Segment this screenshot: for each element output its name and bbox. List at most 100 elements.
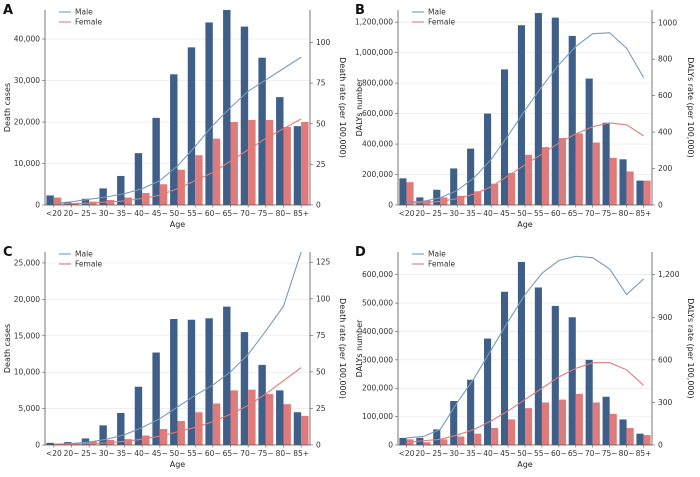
bar-male <box>619 419 627 445</box>
bar-female <box>106 200 115 205</box>
bar-female <box>423 442 431 445</box>
legend-male-label: Male <box>75 250 93 259</box>
bar-female <box>508 173 516 205</box>
panel-letter: A <box>3 3 13 18</box>
y2-tick-label: 900 <box>658 313 673 322</box>
x-tick-label: 80~ <box>619 209 635 218</box>
x-tick-label: 60~ <box>205 449 221 458</box>
bar-male <box>484 113 492 205</box>
bar-male <box>81 198 90 205</box>
y2-tick-label: 25 <box>316 404 326 413</box>
x-tick-label: 70~ <box>585 449 601 458</box>
x-tick-label: 25~ <box>432 209 448 218</box>
x-tick-label: 65~ <box>568 449 584 458</box>
x-tick-label: 40~ <box>483 209 499 218</box>
bar-male <box>205 22 213 205</box>
x-tick-label: 70~ <box>240 449 256 458</box>
x-tick-label: 65~ <box>223 209 239 218</box>
bar-male <box>568 317 576 445</box>
x-tick-label: <20 <box>399 449 415 458</box>
x-axis-title: Age <box>170 220 186 229</box>
bar-male <box>117 175 125 205</box>
bar-male <box>187 319 196 445</box>
y-tick-label: 0 <box>388 201 393 210</box>
x-tick-label: <20 <box>46 209 62 218</box>
bar-male <box>240 26 249 205</box>
y2-tick-label: 75 <box>316 79 326 88</box>
y-tick-label: 400,000 <box>362 140 393 149</box>
x-tick-label: 50~ <box>517 209 533 218</box>
bar-male <box>152 117 160 205</box>
legend-male-label: Male <box>428 250 446 259</box>
y2-axis-title: Death rate (per 100,000) <box>338 298 347 399</box>
y2-tick-label: 100 <box>316 38 331 47</box>
x-tick-label: 75~ <box>258 449 274 458</box>
x-tick-label: 60~ <box>551 209 567 218</box>
x-tick-label: 35~ <box>117 449 133 458</box>
bar-female <box>558 137 566 205</box>
bar-male <box>223 306 231 445</box>
bar-female <box>283 404 291 445</box>
y-tick-label: 400,000 <box>362 327 393 336</box>
bar-male <box>152 352 160 445</box>
bar-male <box>134 386 143 445</box>
bar-male <box>134 153 143 205</box>
bar-male <box>484 338 492 445</box>
bar-male <box>170 319 178 445</box>
y-tick-label: 10,000 <box>14 159 40 168</box>
x-tick-label: 20~ <box>415 209 431 218</box>
line-female-rate <box>406 362 644 443</box>
bar-female <box>643 180 651 205</box>
bar-female <box>212 403 221 445</box>
x-tick-label: 85+ <box>636 449 652 458</box>
bar-female <box>440 439 448 445</box>
y2-tick-label: 0 <box>316 201 321 210</box>
panel-letter: D <box>355 245 366 260</box>
x-tick-label: 30~ <box>99 449 115 458</box>
y-tick-label: 20,000 <box>14 295 40 304</box>
line-female-rate <box>53 118 302 205</box>
x-tick-label: 45~ <box>500 209 516 218</box>
x-axis-title: Age <box>517 460 533 469</box>
y-tick-label: 500,000 <box>362 299 393 308</box>
bar-female <box>301 122 309 205</box>
line-male-rate <box>406 32 645 203</box>
bar-female <box>53 197 62 205</box>
bar-male <box>293 412 302 445</box>
bar-female <box>474 433 482 445</box>
bar-female <box>575 393 583 445</box>
x-tick-label: 75~ <box>602 449 618 458</box>
y2-tick-label: 1,200 <box>658 270 680 279</box>
bar-female <box>248 119 256 205</box>
y-tick-label: 600,000 <box>362 270 393 279</box>
y2-axis-title: DALYs rate (per 100,000) <box>686 57 695 157</box>
y-tick-label: 0 <box>388 441 393 450</box>
line-male-rate <box>53 56 302 204</box>
x-tick-label: 65~ <box>568 209 584 218</box>
line-female-rate <box>406 122 644 204</box>
bar-female <box>474 191 482 205</box>
bar-male <box>46 442 54 445</box>
bar-female <box>230 122 238 205</box>
y-axis-title: Death cases <box>3 324 12 373</box>
x-tick-label: 55~ <box>534 449 550 458</box>
x-tick-label: 20~ <box>64 209 80 218</box>
x-tick-label: 40~ <box>483 449 499 458</box>
y2-tick-label: 100 <box>316 294 331 303</box>
x-tick-label: 25~ <box>81 209 97 218</box>
bar-female <box>159 428 168 445</box>
y2-tick-label: 50 <box>316 367 326 376</box>
bar-female <box>159 184 168 205</box>
bar-male <box>399 437 407 445</box>
y-tick-label: 0 <box>35 441 40 450</box>
y-tick-label: 0 <box>35 201 40 210</box>
bar-female <box>265 119 274 205</box>
bar-male <box>450 168 458 205</box>
x-tick-label: 30~ <box>449 449 465 458</box>
bar-male <box>240 332 249 445</box>
bar-female <box>195 412 203 445</box>
bar-female <box>301 415 309 445</box>
bar-male <box>636 180 644 205</box>
x-tick-label: 35~ <box>466 209 482 218</box>
x-tick-label: 35~ <box>466 449 482 458</box>
